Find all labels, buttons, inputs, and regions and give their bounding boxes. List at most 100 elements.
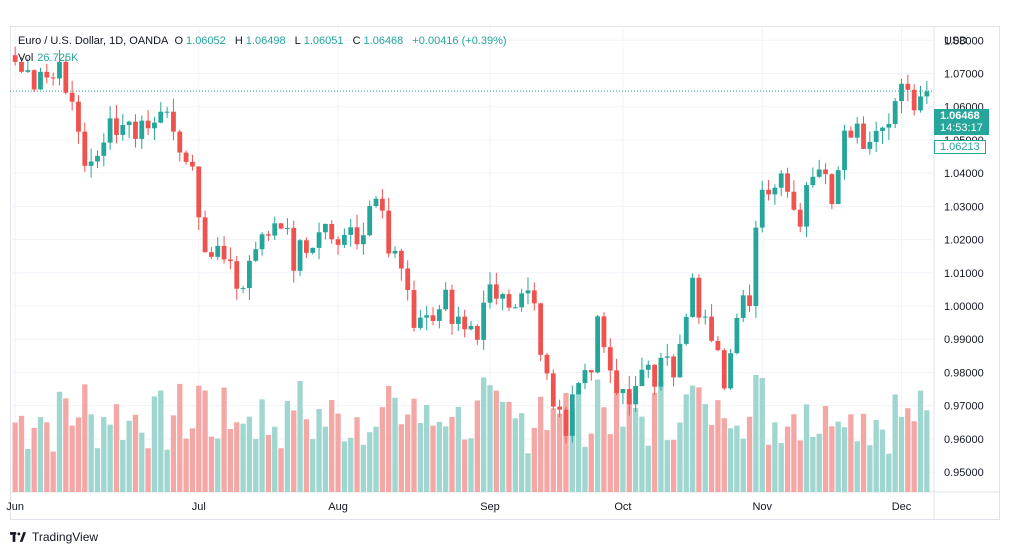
candle-body xyxy=(728,353,733,389)
y-tick-label: 0.95000 xyxy=(944,467,984,479)
symbol-name[interactable]: Euro / U.S. Dollar, 1D, OANDA xyxy=(18,35,169,47)
volume-bar xyxy=(886,453,892,492)
volume-bar xyxy=(94,448,101,492)
volume-bar xyxy=(234,422,240,492)
candle-body xyxy=(196,166,202,218)
volume-bar xyxy=(322,426,329,492)
volume-bar xyxy=(88,414,94,492)
candle-body xyxy=(25,70,31,72)
volume-bar xyxy=(658,381,664,492)
volume-bar xyxy=(417,422,424,492)
candle-body xyxy=(215,245,221,257)
candle-body xyxy=(88,161,94,166)
candle-body xyxy=(69,92,75,102)
volume-bar xyxy=(215,438,221,492)
volume-bar xyxy=(398,424,405,492)
volume-bar xyxy=(753,375,759,492)
volume-bar xyxy=(189,428,196,492)
candle-body xyxy=(253,249,259,261)
candle-body xyxy=(816,169,822,177)
candle-body xyxy=(266,234,271,236)
volume-bar xyxy=(37,417,44,492)
candle-body xyxy=(550,373,556,407)
volume-bar xyxy=(227,429,234,492)
y-tick-label: 1.01000 xyxy=(944,268,984,280)
candle-body xyxy=(721,350,727,389)
volume-bar xyxy=(139,432,145,492)
volume-bar xyxy=(411,398,417,492)
volume-bar xyxy=(689,385,696,492)
y-tick-label: 0.97000 xyxy=(944,401,984,413)
volume-bar xyxy=(670,439,677,492)
candle-body xyxy=(76,101,81,132)
volume-bar xyxy=(481,377,487,492)
volume-bar xyxy=(601,407,607,492)
candle-body xyxy=(582,370,588,384)
close-label: C xyxy=(352,35,361,47)
volume-label[interactable]: Vol xyxy=(18,52,34,64)
chart-legend: Euro / U.S. Dollar, 1D, OANDA O 1.06052 H… xyxy=(18,35,513,47)
volume-bar xyxy=(272,426,278,492)
candle-body xyxy=(886,123,892,128)
candle-body xyxy=(462,316,468,330)
volume-bar xyxy=(18,415,25,492)
volume-bar xyxy=(31,427,37,492)
candle-body xyxy=(664,356,670,358)
volume-bar xyxy=(348,437,354,492)
candle-body xyxy=(797,209,803,227)
candle-body xyxy=(386,210,392,254)
tradingview-logo-icon[interactable] xyxy=(10,532,26,542)
candle-body xyxy=(234,261,240,289)
volume-bar xyxy=(512,418,518,492)
candle-body xyxy=(481,302,487,340)
candle-body xyxy=(652,364,658,387)
candle-body xyxy=(164,111,170,113)
volume-bar xyxy=(436,421,443,492)
volume-bar xyxy=(493,390,499,492)
candle-body xyxy=(905,83,911,90)
y-tick-label: 0.98000 xyxy=(944,367,984,379)
x-tick-label: Sep xyxy=(480,501,500,513)
candle-body xyxy=(12,55,18,62)
volume-bar xyxy=(63,398,69,492)
volume-bar xyxy=(392,397,398,492)
volume-value: 26.725K xyxy=(37,52,79,64)
volume-bar xyxy=(911,421,917,492)
candle-body xyxy=(715,340,721,351)
volume-bar xyxy=(525,453,531,492)
volume-bar xyxy=(544,430,550,492)
volume-bar xyxy=(177,383,183,492)
candle-body xyxy=(405,268,411,291)
candle-body xyxy=(493,284,499,299)
volume-bar xyxy=(867,445,873,492)
volume-bar xyxy=(746,416,753,492)
candle-body xyxy=(152,122,157,129)
candle-body xyxy=(924,91,930,97)
candle-body xyxy=(595,316,601,373)
volume-bar xyxy=(354,417,360,492)
volume-bar xyxy=(164,449,170,492)
volume-bar xyxy=(158,390,164,492)
candle-body xyxy=(190,161,195,167)
y-tick-label: 1.07000 xyxy=(944,69,984,81)
x-tick-label: Oct xyxy=(614,501,631,513)
candle-body xyxy=(753,227,759,306)
low-value: 1.06051 xyxy=(303,35,344,47)
volume-bar xyxy=(791,414,797,492)
candle-body xyxy=(126,121,132,125)
volume-bar xyxy=(202,390,208,492)
candle-body xyxy=(544,354,550,374)
volume-legend: Vol 26.725K xyxy=(18,52,78,64)
candle-body xyxy=(747,295,752,306)
x-tick-label: Jul xyxy=(192,501,206,513)
currency-label[interactable]: USD xyxy=(944,35,968,47)
candle-body xyxy=(626,389,632,405)
volume-bar xyxy=(702,404,708,492)
candle-body xyxy=(183,152,189,162)
volume-bar xyxy=(341,441,348,492)
candle-body xyxy=(95,155,100,162)
candle-body xyxy=(259,234,265,250)
brand-name[interactable]: TradingView xyxy=(32,530,99,544)
volume-bar xyxy=(75,417,82,492)
